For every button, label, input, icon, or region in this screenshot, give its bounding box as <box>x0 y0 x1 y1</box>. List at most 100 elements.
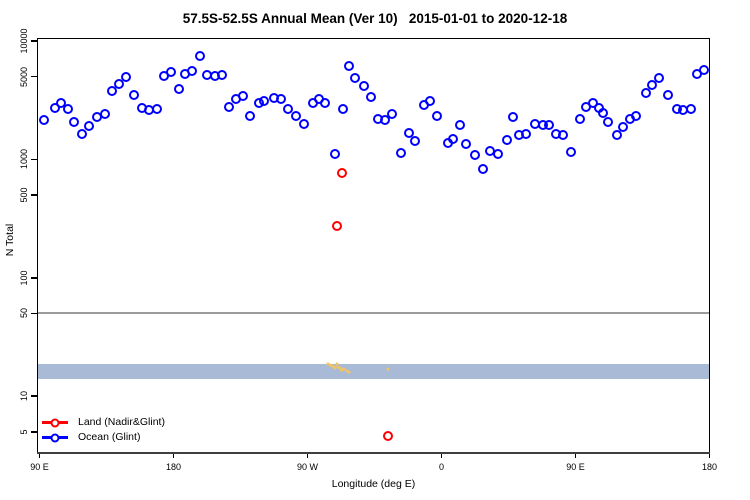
ocean-glint-point <box>276 93 287 104</box>
ocean-glint-point <box>640 87 651 98</box>
yellow-mark-point <box>342 367 346 371</box>
x-tick-label: 90 E <box>30 462 49 472</box>
x-tick <box>306 453 309 458</box>
yellow-mark-point <box>340 368 344 372</box>
ocean-glint-point <box>100 109 111 120</box>
ocean-glint-point <box>299 119 310 130</box>
y-tick <box>31 75 37 78</box>
chart-title: 57.5S-52.5S Annual Mean (Ver 10) 2015-01… <box>182 11 568 26</box>
x-tick-label: 90 E <box>566 462 585 472</box>
ocean-glint-point <box>69 116 80 127</box>
yellow-mark-point <box>345 369 349 373</box>
x-tick-label: 180 <box>701 462 718 472</box>
ocean-glint-point <box>121 71 132 82</box>
ocean-glint-point <box>359 80 370 91</box>
y-tick <box>31 40 37 42</box>
ocean-glint-point <box>544 120 555 131</box>
ocean-glint-point <box>216 69 227 80</box>
ocean-glint-point <box>84 121 95 132</box>
x-axis-label: Longitude (deg E) <box>331 478 416 490</box>
x-tick <box>574 453 577 458</box>
y-tick-label: 1000 <box>19 149 29 170</box>
x-tick-label: 180 <box>165 462 182 472</box>
highlight-band <box>38 364 709 379</box>
ocean-glint-point <box>107 86 118 97</box>
legend-ring-red <box>50 418 60 427</box>
ocean-glint-point <box>588 97 599 108</box>
ocean-glint-point <box>386 109 397 120</box>
y-tick <box>31 158 37 161</box>
ocean-glint-point <box>431 111 442 122</box>
legend-ring-blue <box>50 433 60 442</box>
ocean-glint-point <box>447 133 458 144</box>
x-tick-label: 0 <box>438 462 445 472</box>
y-tick <box>31 431 37 433</box>
reference-line <box>38 312 709 315</box>
ocean-glint-point <box>165 67 176 78</box>
legend-label-land: Land (Nadir&Glint) <box>78 416 165 428</box>
ocean-glint-point <box>424 95 435 106</box>
y-tick-label: 5000 <box>19 66 29 87</box>
y-tick-label: 5 <box>19 429 29 435</box>
yellow-mark-point <box>332 365 336 369</box>
x-tick-label: 90 W <box>296 462 319 472</box>
y-tick-label: 100 <box>19 270 29 286</box>
ocean-glint-point <box>50 102 61 113</box>
yellow-mark-point <box>328 363 332 367</box>
ocean-glint-point <box>344 60 355 71</box>
x-tick <box>172 453 175 458</box>
ocean-glint-point <box>566 147 577 158</box>
ocean-glint-point <box>662 89 673 100</box>
ocean-glint-point <box>379 115 390 126</box>
ocean-glint-point <box>597 107 608 118</box>
ocean-glint-point <box>575 114 586 125</box>
ocean-glint-point <box>320 97 331 108</box>
ocean-glint-point <box>237 91 248 102</box>
ocean-glint-point <box>454 119 465 130</box>
y-axis-label: N Total <box>4 223 16 257</box>
x-tick <box>38 453 41 458</box>
y-tick <box>31 312 37 315</box>
land-marker-icon <box>42 417 68 429</box>
y-tick-label: 10000 <box>19 28 29 54</box>
y-tick <box>31 194 37 196</box>
ocean-glint-point <box>478 163 489 174</box>
legend-item-land: Land (Nadir&Glint) <box>42 415 165 430</box>
ocean-glint-point <box>39 115 50 126</box>
ocean-glint-point <box>194 50 205 61</box>
x-tick <box>440 453 443 458</box>
ocean-glint-point <box>151 104 162 115</box>
ocean-glint-point <box>653 72 664 83</box>
ocean-glint-point <box>350 72 361 83</box>
ocean-marker-icon <box>42 432 68 444</box>
ocean-glint-point <box>63 104 74 115</box>
ocean-glint-point <box>630 111 641 122</box>
y-tick-label: 500 <box>19 187 29 203</box>
ocean-glint-point <box>409 136 420 146</box>
ocean-glint-point <box>617 121 628 132</box>
ocean-glint-point <box>173 84 184 95</box>
ocean-glint-point <box>56 97 67 108</box>
ocean-glint-point <box>469 149 480 160</box>
land-nadir-glint-point <box>337 167 348 178</box>
ocean-glint-point <box>129 89 140 100</box>
ocean-glint-point <box>283 104 294 115</box>
ocean-glint-point <box>699 65 710 76</box>
ocean-glint-point <box>403 128 414 139</box>
yellow-mark-point <box>338 366 341 370</box>
yellow-mark-point <box>386 367 390 371</box>
land-nadir-glint-point <box>332 220 343 231</box>
yellow-mark-point <box>333 366 337 370</box>
ocean-glint-point <box>508 112 519 123</box>
land-nadir-glint-point <box>382 431 393 442</box>
ocean-glint-point <box>646 79 657 90</box>
ocean-glint-point <box>502 134 513 145</box>
ocean-glint-point <box>558 129 569 140</box>
y-tick-label: 50 <box>19 308 29 319</box>
ocean-glint-point <box>259 95 270 106</box>
ocean-glint-point <box>338 104 349 115</box>
x-axis-line <box>37 451 710 454</box>
legend-label-ocean: Ocean (Glint) <box>78 431 141 443</box>
x-tick <box>708 453 711 458</box>
